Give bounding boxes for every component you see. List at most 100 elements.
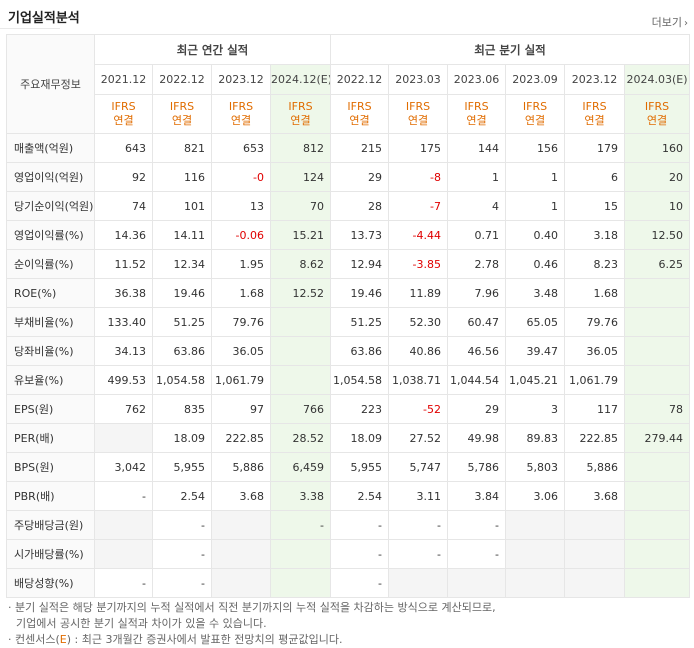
table-cell: 29 bbox=[330, 162, 389, 192]
table-cell: 20 bbox=[623, 162, 691, 192]
table-cell bbox=[270, 307, 331, 337]
table-row: 당기순이익(억원) 74 101 13 70 28 -7 4 1 15 10 bbox=[6, 191, 691, 221]
table-cell: 7.96 bbox=[447, 278, 506, 308]
table-cell: 63.86 bbox=[330, 336, 389, 366]
table-cell: 1.68 bbox=[564, 278, 625, 308]
table-cell: 28.52 bbox=[270, 423, 331, 453]
table-cell: 36.38 bbox=[94, 278, 153, 308]
row-label: 매출액(억원) bbox=[6, 133, 95, 163]
table-cell bbox=[211, 510, 271, 540]
table-cell bbox=[564, 568, 625, 598]
footnotes: · 분기 실적은 해당 분기까지의 누적 실적에서 직전 분기까지의 누적 실적… bbox=[8, 600, 496, 648]
ifrs-label: IFRS bbox=[288, 100, 313, 113]
row-label: 시가배당률(%) bbox=[6, 539, 95, 569]
chevron-right-icon[interactable]: › bbox=[684, 18, 688, 29]
table-cell: 144 bbox=[447, 133, 506, 163]
table-cell: -3.85 bbox=[388, 249, 448, 279]
table-cell: 0.71 bbox=[447, 220, 506, 250]
table-cell: 0.46 bbox=[505, 249, 565, 279]
table-row: EPS(원) 762 835 97 766 223 -52 29 3 117 78 bbox=[6, 394, 691, 424]
table-cell: -8 bbox=[388, 162, 448, 192]
note-quarter-calc: · 분기 실적은 해당 분기까지의 누적 실적에서 직전 분기까지의 누적 실적… bbox=[8, 601, 496, 614]
table-cell: 19.46 bbox=[330, 278, 389, 308]
table-cell bbox=[211, 568, 271, 598]
table-cell: 1.95 bbox=[211, 249, 271, 279]
row-label: 배당성향(%) bbox=[6, 568, 95, 598]
table-cell: 1,054.58 bbox=[152, 365, 212, 395]
corner-header: 주요재무정보 bbox=[6, 34, 95, 134]
table-cell: -0 bbox=[211, 162, 271, 192]
table-cell: 124 bbox=[270, 162, 331, 192]
ifrs-label: IFRS bbox=[111, 100, 136, 113]
table-cell: 160 bbox=[623, 133, 691, 163]
note-quarter-diff: 기업에서 공시한 분기 실적과 차이가 있을 수 있습니다. bbox=[16, 617, 267, 630]
table-cell: 51.25 bbox=[330, 307, 389, 337]
table-cell: 63.86 bbox=[152, 336, 212, 366]
table-cell: 2.54 bbox=[330, 481, 389, 511]
table-cell: 179 bbox=[564, 133, 625, 163]
table-cell: 5,955 bbox=[330, 452, 389, 482]
table-cell bbox=[94, 539, 153, 569]
period-header: 2023.12 bbox=[564, 64, 625, 95]
table-row: 유보율(%) 499.53 1,054.58 1,061.79 1,054.58 1,03… bbox=[6, 365, 691, 395]
table-cell: 79.76 bbox=[564, 307, 625, 337]
table-cell: -7 bbox=[388, 191, 448, 221]
ifrs-label: IFRS bbox=[522, 100, 548, 113]
table-cell: 222.85 bbox=[564, 423, 625, 453]
table-row: BPS(원) 3,042 5,955 5,886 6,459 5,955 5,747 5,78… bbox=[6, 452, 691, 482]
more-label[interactable]: 더보기 bbox=[651, 16, 682, 29]
table-cell: 12.50 bbox=[623, 220, 691, 250]
row-label: 주당배당금(원) bbox=[6, 510, 95, 540]
table-cell: 1,045.21 bbox=[505, 365, 565, 395]
table-cell: 52.30 bbox=[388, 307, 448, 337]
table-cell: - bbox=[330, 539, 389, 569]
table-cell: 3 bbox=[505, 394, 565, 424]
row-label: 부채비율(%) bbox=[6, 307, 95, 337]
table-cell: 15.21 bbox=[270, 220, 331, 250]
table-cell: 10 bbox=[623, 191, 691, 221]
more-link[interactable]: 더보기 › bbox=[652, 14, 688, 30]
table-cell: 215 bbox=[330, 133, 389, 163]
table-cell: -0.06 bbox=[211, 220, 271, 250]
table-cell: - bbox=[152, 568, 212, 598]
table-row: ROE(%) 36.38 19.46 1.68 12.52 19.46 11.89 7.96 3… bbox=[6, 278, 691, 308]
ifrs-label: IFRS bbox=[405, 100, 431, 113]
table-cell: 223 bbox=[330, 394, 389, 424]
table-cell: 156 bbox=[505, 133, 565, 163]
table-cell: 92 bbox=[94, 162, 153, 192]
table-cell bbox=[623, 336, 691, 366]
consolidated-label: 연결 bbox=[290, 114, 311, 127]
table-cell: 3,042 bbox=[94, 452, 153, 482]
period-header: 2023.03 bbox=[388, 64, 448, 95]
table-cell: 8.23 bbox=[564, 249, 625, 279]
table-cell: 5,886 bbox=[211, 452, 271, 482]
table-cell: 1 bbox=[447, 162, 506, 192]
ifrs-header: IFRS 연결 bbox=[152, 94, 212, 134]
table-cell: - bbox=[388, 539, 448, 569]
row-label: 영업이익률(%) bbox=[6, 220, 95, 250]
table-cell: 3.84 bbox=[447, 481, 506, 511]
note-consensus-e: E bbox=[59, 633, 67, 646]
table-cell bbox=[505, 568, 565, 598]
note-consensus-prefix: · 컨센서스( bbox=[8, 633, 60, 646]
row-label: 순이익률(%) bbox=[6, 249, 95, 279]
table-cell bbox=[623, 278, 691, 308]
table-cell: 11.52 bbox=[94, 249, 153, 279]
ifrs-header: IFRS 연결 bbox=[330, 94, 389, 134]
table-cell: 1,054.58 bbox=[330, 365, 389, 395]
table-cell: 12.52 bbox=[270, 278, 331, 308]
table-cell: 5,803 bbox=[505, 452, 565, 482]
table-cell: - bbox=[152, 510, 212, 540]
table-cell: 175 bbox=[388, 133, 448, 163]
table-cell: 28 bbox=[330, 191, 389, 221]
period-header: 2021.12 bbox=[94, 64, 153, 95]
table-row: 매출액(억원) 643 821 653 812 215 175 144 156 179 160 bbox=[6, 133, 691, 163]
ifrs-label: IFRS bbox=[228, 100, 254, 113]
table-cell: - bbox=[94, 568, 153, 598]
table-cell: -4.44 bbox=[388, 220, 448, 250]
table-cell: 34.13 bbox=[94, 336, 153, 366]
period-header: 2023.09 bbox=[505, 64, 565, 95]
table-cell: 6,459 bbox=[270, 452, 331, 482]
table-cell bbox=[388, 568, 448, 598]
table-cell: 3.68 bbox=[564, 481, 625, 511]
